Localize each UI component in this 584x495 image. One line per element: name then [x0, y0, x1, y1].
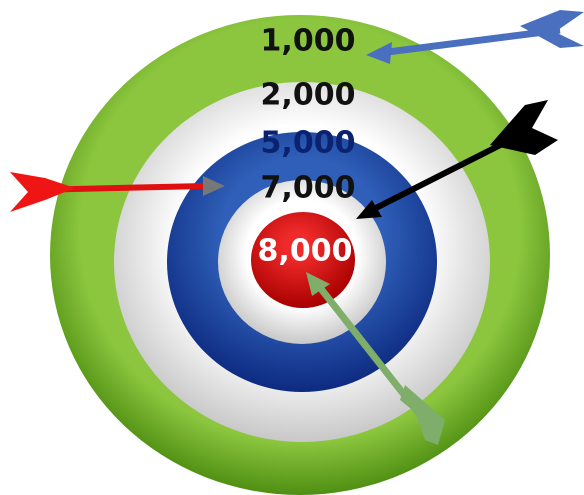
page: 1,000 2,000 5,000 7,000 8,000 (() => { c… — [0, 0, 584, 495]
ring-label: 5,000 — [261, 126, 356, 161]
ring-label: 8,000 — [258, 234, 353, 269]
ring-label: 2,000 — [261, 78, 356, 113]
ring-label: 1,000 — [261, 24, 356, 59]
ring-label: 7,000 — [261, 171, 356, 206]
target-diagram: 1,000 2,000 5,000 7,000 8,000 — [0, 0, 584, 495]
